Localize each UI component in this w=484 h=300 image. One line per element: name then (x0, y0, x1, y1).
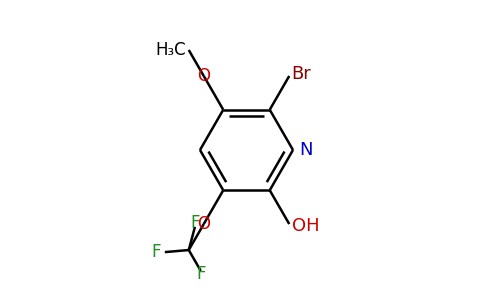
Text: H₃C: H₃C (156, 41, 186, 59)
Text: N: N (300, 141, 313, 159)
Text: OH: OH (292, 218, 319, 236)
Text: O: O (197, 215, 210, 233)
Text: F: F (190, 214, 200, 232)
Text: O: O (197, 67, 210, 85)
Text: F: F (196, 266, 206, 284)
Text: Br: Br (292, 64, 311, 82)
Text: F: F (152, 243, 161, 261)
